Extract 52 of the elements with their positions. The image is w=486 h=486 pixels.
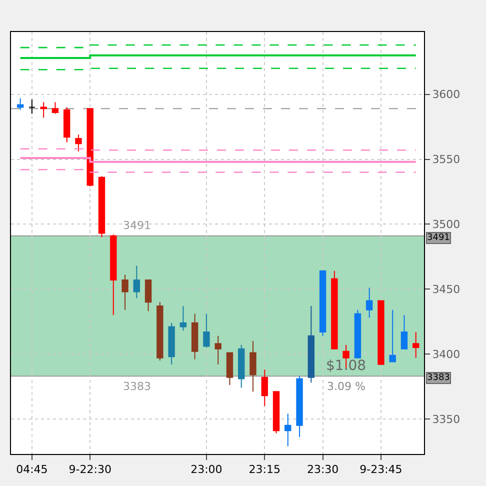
candlestick [16, 98, 24, 110]
y-tick-label: 3350 [432, 412, 460, 426]
ref-line-label: 3491 [427, 233, 450, 243]
x-tick-label: 23:15 [248, 463, 280, 476]
candlestick [203, 313, 210, 348]
x-tick-label: 9-22:30 [68, 463, 112, 476]
candlestick [308, 305, 314, 384]
candlestick [389, 309, 396, 362]
x-tick-label: 23:30 [306, 463, 339, 476]
x-tick-label: 9-23:45 [360, 463, 402, 476]
candlestick [250, 340, 256, 392]
candlestick [412, 331, 420, 358]
candlestick [191, 313, 198, 360]
ref-line-label: 3383 [427, 373, 450, 383]
candlestick [98, 176, 106, 238]
candlestick [331, 270, 338, 350]
candlestick [354, 309, 362, 358]
annotation: 3.09 % [327, 380, 366, 393]
candlestick [28, 99, 36, 114]
candlestick [156, 302, 164, 362]
candlestick [378, 300, 384, 365]
candlestick [319, 270, 326, 336]
x-tick-label: 23:00 [190, 463, 222, 476]
candlestick [110, 234, 117, 316]
candlestick [238, 344, 245, 388]
annotation: 3383 [123, 380, 151, 393]
candlestick [284, 413, 292, 447]
y-tick-label: 3500 [432, 218, 460, 232]
y-tick-label: 3600 [432, 88, 460, 102]
candlestick [366, 287, 373, 318]
candlestick [52, 102, 59, 114]
candlestick [40, 102, 47, 118]
candlestick [296, 376, 303, 438]
candlestick [180, 305, 187, 332]
annotation: 3491 [123, 219, 151, 232]
candlestick [168, 322, 175, 365]
candlestick [272, 391, 280, 434]
candlestick [226, 352, 234, 386]
candlestick [400, 314, 408, 350]
annotation: $1.08 [326, 358, 366, 374]
candlestick [133, 265, 140, 299]
x-tick-label: 04:45 [16, 463, 48, 476]
candlestick [75, 134, 82, 152]
y-tick-label: 3400 [432, 348, 460, 361]
candlestick [86, 108, 94, 188]
y-tick-label: 3550 [432, 153, 460, 166]
candlestick [122, 274, 128, 310]
y-tick-label: 3450 [432, 282, 460, 296]
candlestick [63, 106, 70, 143]
candlestick [144, 280, 152, 312]
candlestick [261, 369, 268, 406]
candlestick [214, 335, 222, 365]
